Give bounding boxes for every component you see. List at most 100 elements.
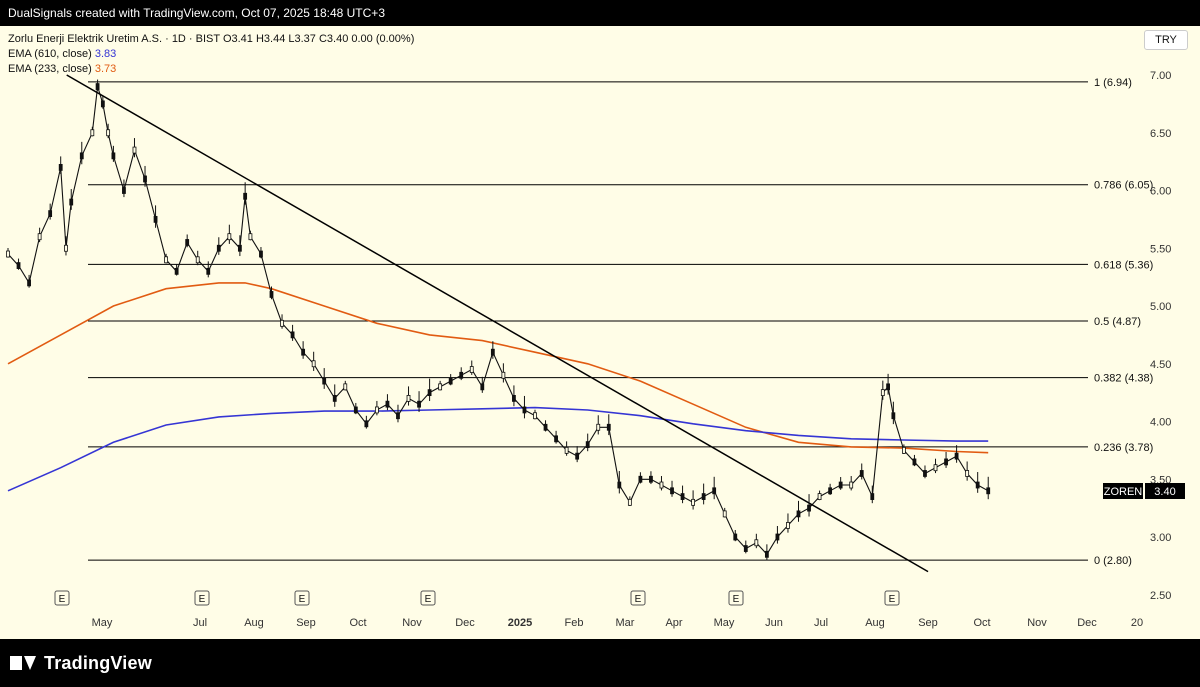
fib-label: 0 (2.80) (1094, 555, 1132, 567)
x-tick-label: Nov (1027, 617, 1047, 629)
price-candle (944, 458, 948, 466)
price-candle (106, 129, 111, 137)
price-candle (95, 83, 100, 90)
price-candle (259, 250, 263, 258)
price-candle (427, 389, 432, 397)
price-candle (838, 481, 843, 489)
price-candle (764, 550, 769, 558)
x-tick-label: May (92, 617, 113, 629)
x-tick-label: Nov (402, 617, 422, 629)
x-tick-label: Oct (973, 617, 990, 629)
price-candle (585, 441, 590, 449)
price-candle (543, 423, 548, 431)
price-candle (343, 383, 348, 391)
currency-button[interactable]: TRY (1144, 30, 1188, 50)
earnings-marker-box (884, 590, 900, 606)
price-candle (680, 493, 685, 500)
price-candle (880, 389, 885, 397)
price-candle (627, 498, 632, 506)
price-candle (501, 371, 506, 379)
earnings-marker-box (54, 590, 70, 606)
price-candle (512, 394, 516, 402)
price-candle (733, 533, 738, 541)
fib-label: 0.382 (4.38) (1094, 373, 1153, 385)
price-candle (649, 475, 653, 483)
earnings-marker: E (635, 594, 642, 605)
price-candle (469, 366, 474, 373)
tradingview-logo[interactable]: TradingView (10, 651, 152, 675)
price-candle (596, 423, 601, 431)
price-candle (248, 233, 253, 241)
price-candle (143, 175, 147, 183)
price-candle (575, 452, 580, 460)
y-tick-label: 4.50 (1150, 359, 1171, 371)
price-candle (743, 545, 748, 552)
price-candle (554, 435, 558, 443)
ema610-value: 3.83 (94, 48, 117, 60)
x-tick-label: Mar (616, 617, 635, 629)
price-candle (322, 377, 327, 385)
price-candle (64, 244, 68, 252)
earnings-marker: E (199, 594, 206, 605)
price-chart[interactable]: 1 (6.94) 0.786 (6.05) 0.618 (5.36) 0.5 (4.8… (0, 26, 1200, 639)
price-candle (828, 487, 833, 495)
price-candle (886, 383, 890, 391)
earnings-marker: E (59, 594, 66, 605)
x-tick-label: Feb (565, 617, 584, 629)
price-candle (659, 481, 664, 489)
price-candle (564, 446, 569, 454)
price-candle (237, 244, 242, 252)
price-candle (870, 493, 875, 500)
x-tick-label: Aug (865, 617, 885, 629)
earnings-marker: E (889, 594, 896, 605)
price-candle (902, 446, 906, 454)
footer-bar: TradingView (0, 639, 1200, 687)
price-candle (912, 458, 917, 466)
price-candle (986, 487, 991, 495)
ema233-label: EMA (233, close) (8, 63, 92, 75)
price-candle (111, 152, 116, 160)
price-candle (891, 412, 896, 420)
price-candle (933, 464, 938, 472)
price-candle (796, 510, 801, 518)
price-tag: ZOREN 3.40 (1103, 483, 1185, 499)
price-candle (164, 256, 169, 264)
ema610-line (7, 406, 989, 492)
price-candle (243, 192, 248, 200)
y-axis: 7.006.506.005.505.004.504.003.503.002.50 (1150, 70, 1171, 602)
price-candle (353, 406, 358, 414)
x-tick-label: Aug (244, 617, 264, 629)
price-candle (69, 198, 74, 206)
price-candle (954, 452, 959, 460)
price-candle (712, 487, 717, 495)
earnings-marker-box (728, 590, 744, 606)
fib-layer: 1 (6.94) 0.786 (6.05) 0.618 (5.36) 0.5 (4.8… (88, 77, 1153, 567)
x-axis: May Jul Aug Sep Oct Nov Dec 2025 Feb Mar Apr May Jun… (92, 617, 1144, 629)
x-tick-label: May (714, 617, 735, 629)
price-candle (807, 504, 811, 512)
earnings-marker: E (733, 594, 740, 605)
chart-panel[interactable]: Zorlu Enerji Elektrik Uretim A.S. · 1D ·… (0, 26, 1200, 639)
price-candle (448, 377, 453, 385)
x-tick-label: Jul (193, 617, 207, 629)
price-candle (16, 262, 21, 269)
x-tick-label: 2025 (508, 617, 532, 629)
price-candle (417, 400, 421, 408)
x-tick-label: Apr (665, 617, 682, 629)
symbol-line: Zorlu Enerji Elektrik Uretim A.S. · 1D ·… (8, 33, 415, 45)
price-candle (90, 129, 95, 137)
price-candle (132, 146, 137, 154)
fib-label: 0.5 (4.87) (1094, 316, 1141, 328)
price-candle (480, 383, 485, 391)
price-candle (670, 487, 674, 495)
y-tick-label: 5.50 (1150, 243, 1171, 255)
price-candle (849, 481, 854, 489)
ema610-legend: EMA (610, close) 3.83 (8, 47, 414, 62)
fib-label: 0.236 (3.78) (1094, 442, 1153, 454)
price-tag-value: 3.40 (1154, 486, 1175, 498)
x-tick-label: Jun (765, 617, 783, 629)
trend-line (66, 74, 929, 573)
earnings-marker-box (420, 590, 436, 606)
price-candle (975, 481, 980, 489)
